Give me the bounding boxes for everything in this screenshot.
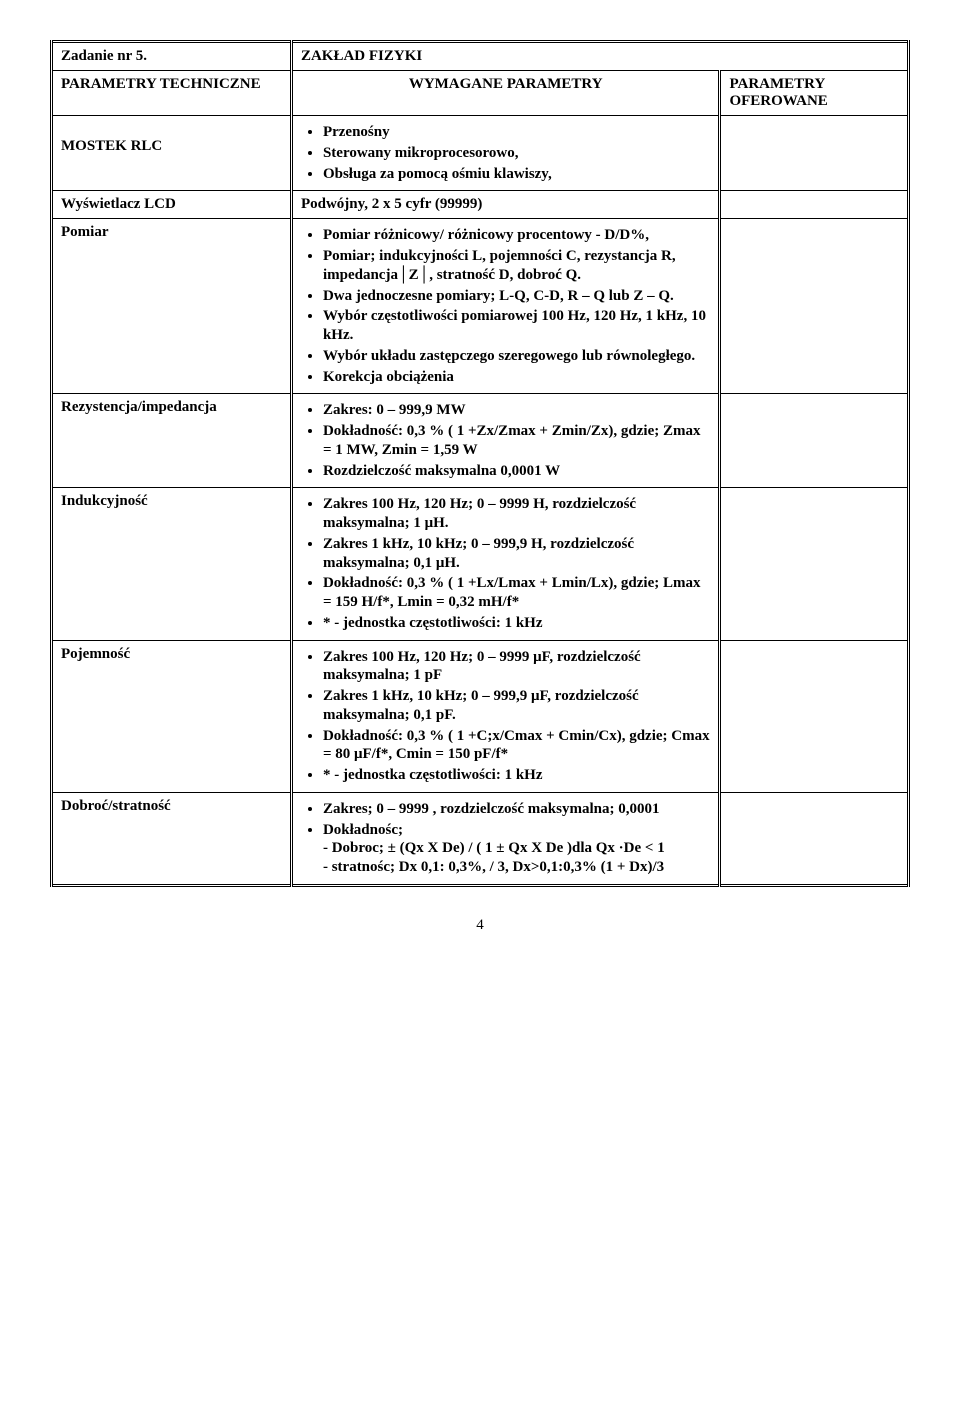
list-item: Dokładność: 0,3 % ( 1 +C;x/Cmax + Cmin/C…: [323, 727, 711, 765]
list-item: Zakres 1 kHz, 10 kHz; 0 – 999,9 H, rozdz…: [323, 535, 711, 573]
header-col2: WYMAGANE PARAMETRY: [291, 71, 720, 116]
pomiar-list: Pomiar różnicowy/ różnicowy procentowy -…: [301, 226, 711, 386]
list-item: Rozdzielczość maksymalna 0,0001 W: [323, 462, 711, 481]
row-ind-offer: [720, 488, 909, 640]
list-item: Zakres; 0 – 9999 , rozdzielczość maksyma…: [323, 800, 711, 819]
spec-table: Zadanie nr 5. ZAKŁAD FIZYKI PARAMETRY TE…: [50, 40, 910, 887]
header-col3: PARAMETRY OFEROWANE: [720, 71, 909, 116]
row-lcd-value: Podwójny, 2 x 5 cyfr (99999): [291, 191, 720, 219]
row-rezystencja: Rezystencja/impedancja Zakres: 0 – 999,9…: [52, 394, 909, 488]
header-col1: PARAMETRY TECHNICZNE: [52, 71, 292, 116]
mostek-list: Przenośny Sterowany mikroprocesorowo, Ob…: [301, 123, 711, 183]
header-col3-line2: OFEROWANE: [729, 93, 827, 109]
row-dob-label: Dobroć/stratność: [52, 792, 292, 885]
row-lcd: Wyświetlacz LCD Podwójny, 2 x 5 cyfr (99…: [52, 191, 909, 219]
row-rez-value: Zakres: 0 – 999,9 MW Dokładność: 0,3 % (…: [291, 394, 720, 488]
row-mostek-label: MOSTEK RLC: [52, 116, 292, 191]
page-number: 4: [50, 917, 910, 934]
row-ind-value: Zakres 100 Hz, 120 Hz; 0 – 9999 H, rozdz…: [291, 488, 720, 640]
list-item: Pomiar różnicowy/ różnicowy procentowy -…: [323, 226, 711, 245]
row-poj-value: Zakres 100 Hz, 120 Hz; 0 – 9999 μF, rozd…: [291, 640, 720, 792]
row-lcd-offer: [720, 191, 909, 219]
rez-list: Zakres: 0 – 999,9 MW Dokładność: 0,3 % (…: [301, 401, 711, 480]
row-mostek: MOSTEK RLC Przenośny Sterowany mikroproc…: [52, 116, 909, 191]
row-poj-offer: [720, 640, 909, 792]
list-item: Wybór częstotliwości pomiarowej 100 Hz, …: [323, 307, 711, 345]
list-item: Przenośny: [323, 123, 711, 142]
row-ind-label: Indukcyjność: [52, 488, 292, 640]
poj-list: Zakres 100 Hz, 120 Hz; 0 – 9999 μF, rozd…: [301, 648, 711, 785]
list-item: * - jednostka częstotliwości: 1 kHz: [323, 766, 711, 785]
task-cell: Zadanie nr 5.: [52, 42, 292, 71]
list-item: Dokładnośc; - Dobroc; ± (Qx X De) / ( 1 …: [323, 821, 711, 877]
row-pomiar-value: Pomiar różnicowy/ różnicowy procentowy -…: [291, 219, 720, 394]
row-indukcyjnosc: Indukcyjność Zakres 100 Hz, 120 Hz; 0 – …: [52, 488, 909, 640]
list-item: Zakres 100 Hz, 120 Hz; 0 – 9999 μF, rozd…: [323, 648, 711, 686]
list-item: Obsługa za pomocą ośmiu klawiszy,: [323, 165, 711, 184]
list-item: Dokładność: 0,3 % ( 1 +Lx/Lmax + Lmin/Lx…: [323, 574, 711, 612]
list-item: Pomiar; indukcyjności L, pojemności C, r…: [323, 247, 711, 285]
row-dobroc: Dobroć/stratność Zakres; 0 – 9999 , rozd…: [52, 792, 909, 885]
list-item: Zakres: 0 – 999,9 MW: [323, 401, 711, 420]
header-row: PARAMETRY TECHNICZNE WYMAGANE PARAMETRY …: [52, 71, 909, 116]
row-mostek-value: Przenośny Sterowany mikroprocesorowo, Ob…: [291, 116, 720, 191]
row-poj-label: Pojemność: [52, 640, 292, 792]
list-item: Dwa jednoczesne pomiary; L-Q, C-D, R – Q…: [323, 287, 711, 306]
list-item: Korekcja obciążenia: [323, 368, 711, 387]
dept-cell: ZAKŁAD FIZYKI: [291, 42, 908, 71]
row-pomiar-offer: [720, 219, 909, 394]
header-col3-line1: PARAMETRY: [729, 76, 825, 92]
list-item: Sterowany mikroprocesorowo,: [323, 144, 711, 163]
list-item: Zakres 100 Hz, 120 Hz; 0 – 9999 H, rozdz…: [323, 495, 711, 533]
row-lcd-label: Wyświetlacz LCD: [52, 191, 292, 219]
row-rez-label: Rezystencja/impedancja: [52, 394, 292, 488]
list-item: Wybór układu zastępczego szeregowego lub…: [323, 347, 711, 366]
row-dob-offer: [720, 792, 909, 885]
dob-list: Zakres; 0 – 9999 , rozdzielczość maksyma…: [301, 800, 711, 877]
top-row: Zadanie nr 5. ZAKŁAD FIZYKI: [52, 42, 909, 71]
row-dob-value: Zakres; 0 – 9999 , rozdzielczość maksyma…: [291, 792, 720, 885]
list-item: Zakres 1 kHz, 10 kHz; 0 – 999,9 μF, rozd…: [323, 687, 711, 725]
ind-list: Zakres 100 Hz, 120 Hz; 0 – 9999 H, rozdz…: [301, 495, 711, 632]
row-rez-offer: [720, 394, 909, 488]
list-item: * - jednostka częstotliwości: 1 kHz: [323, 614, 711, 633]
list-item: Dokładność: 0,3 % ( 1 +Zx/Zmax + Zmin/Zx…: [323, 422, 711, 460]
row-pomiar-label: Pomiar: [52, 219, 292, 394]
row-mostek-offer: [720, 116, 909, 191]
row-pojemnosc: Pojemność Zakres 100 Hz, 120 Hz; 0 – 999…: [52, 640, 909, 792]
row-pomiar: Pomiar Pomiar różnicowy/ różnicowy proce…: [52, 219, 909, 394]
mostek-label-text: MOSTEK RLC: [61, 138, 162, 154]
